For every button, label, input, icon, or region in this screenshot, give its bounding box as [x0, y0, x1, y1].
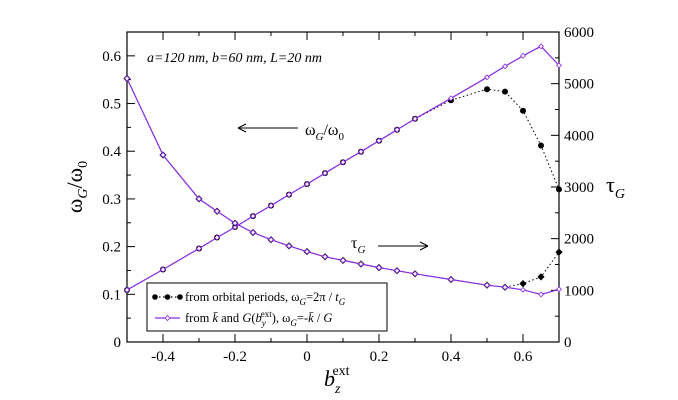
data-point: [322, 253, 328, 260]
y-left-tick-label: 0.4: [102, 144, 121, 160]
y-left-tick-label: 0.5: [102, 97, 121, 113]
y-left-tick-label: 0: [114, 335, 122, 351]
data-point: [286, 242, 292, 249]
legend-orbital-marker: [177, 294, 183, 300]
data-point: [304, 181, 310, 188]
data-point: [484, 282, 490, 289]
tau-arrow-annotation: τG: [351, 235, 429, 256]
data-point: [358, 261, 364, 267]
legend-entry-kg: from k̄ and G(byext), ωG=-k̄ / G: [155, 309, 332, 328]
legend-orbital-marker: [152, 294, 158, 300]
ticks-layer: -0.4 -0.2 0 0.2 0.4 0.6 0 0.1 0.2 0.3 0.4 0.5 0.6 0 10…: [102, 25, 594, 365]
data-point: [358, 148, 364, 155]
x-tick-label: 0.6: [514, 349, 533, 365]
x-tick-label: 0.2: [370, 349, 389, 365]
data-point: [160, 152, 166, 158]
legend-kg-marker: [164, 314, 171, 322]
legend: from orbital periods, ωG=2π / tG from k̄…: [146, 282, 388, 332]
data-point: [124, 287, 130, 293]
data-point: [538, 142, 544, 149]
y-left-tick-label: 0.1: [102, 287, 121, 303]
y-right-tick-label: 4000: [564, 128, 594, 144]
data-point: [538, 291, 544, 298]
omega-arrow-label: ωG/ω0: [305, 122, 344, 143]
data-point: [520, 286, 526, 293]
data-point: [376, 137, 382, 144]
data-point: [538, 43, 544, 50]
data-point: [250, 229, 256, 236]
data-point: [519, 280, 527, 288]
data-point: [340, 159, 346, 166]
y-left-tick-label: 0.6: [102, 49, 121, 65]
y-right-tick-label: 0: [564, 335, 572, 351]
data-point: [484, 74, 490, 81]
data-point: [304, 248, 310, 255]
x-tick-label: 0.4: [442, 349, 461, 365]
data-point: [394, 267, 400, 274]
series-line: [126, 45, 560, 291]
data-point: [556, 286, 562, 293]
data-point: [124, 75, 130, 82]
y-left-tick-label: 0.2: [102, 240, 121, 256]
series-line: [126, 88, 560, 291]
series-layer: [123, 43, 563, 298]
y-right-tick-label: 6000: [564, 25, 594, 41]
series-line: [126, 78, 560, 288]
series-3: [124, 75, 562, 298]
omega-arrow-annotation: ωG/ω0: [237, 122, 344, 143]
y-right-tick-label: 5000: [564, 77, 594, 93]
data-point: [520, 52, 526, 59]
data-point: [214, 208, 220, 215]
data-point: [394, 126, 400, 133]
data-point: [537, 273, 545, 281]
data-point: [250, 213, 256, 220]
data-point: [412, 115, 418, 122]
tau-arrow-head: [419, 241, 429, 251]
legend-orbital-label: from orbital periods, ωG=2π / tG: [185, 290, 346, 307]
y-left-tick-label: 0.3: [102, 192, 121, 208]
data-point: [448, 276, 454, 283]
data-point: [502, 63, 508, 70]
data-point: [555, 248, 563, 256]
data-point: [556, 186, 562, 193]
y-right-tick-label: 1000: [564, 283, 594, 299]
data-point: [412, 270, 418, 277]
legend-kg-label: from k̄ and G(byext), ωG=-k̄ / G: [185, 309, 332, 328]
data-point: [214, 234, 220, 241]
legend-entry-orbital: from orbital periods, ωG=2π / tG: [152, 290, 346, 307]
y-right-tick-label: 3000: [564, 180, 594, 196]
data-point: [448, 95, 454, 102]
tau-arrow-label: τG: [351, 235, 365, 256]
legend-orbital-marker: [164, 294, 171, 300]
x-tick-label: -0.4: [151, 349, 175, 365]
y-right-tick-label: 2000: [564, 232, 594, 248]
data-point: [376, 264, 382, 271]
data-point: [322, 170, 328, 177]
series-1: [124, 43, 562, 293]
data-point: [196, 195, 202, 202]
x-tick-label: -0.2: [223, 349, 247, 365]
data-point: [556, 62, 562, 69]
legend-box: [146, 282, 388, 332]
data-point: [520, 107, 526, 114]
data-point: [340, 257, 346, 264]
x-axis-label: bzext: [324, 364, 350, 397]
y-axis-right-label: τG: [606, 172, 625, 202]
x-tick-label: 0: [303, 349, 311, 365]
data-point: [196, 245, 202, 252]
omega-arrow-head: [237, 123, 247, 133]
data-point: [268, 236, 274, 243]
y-axis-left-label: ωG/ω0: [62, 161, 91, 213]
data-point: [232, 224, 238, 231]
data-point: [502, 88, 508, 95]
data-point: [160, 266, 166, 273]
data-point: [502, 284, 508, 291]
data-point: [484, 86, 490, 93]
data-point: [232, 220, 238, 227]
data-point: [268, 202, 274, 209]
parameter-annotation: a=120 nm, b=60 nm, L=20 nm: [147, 51, 322, 66]
data-point: [286, 191, 292, 198]
